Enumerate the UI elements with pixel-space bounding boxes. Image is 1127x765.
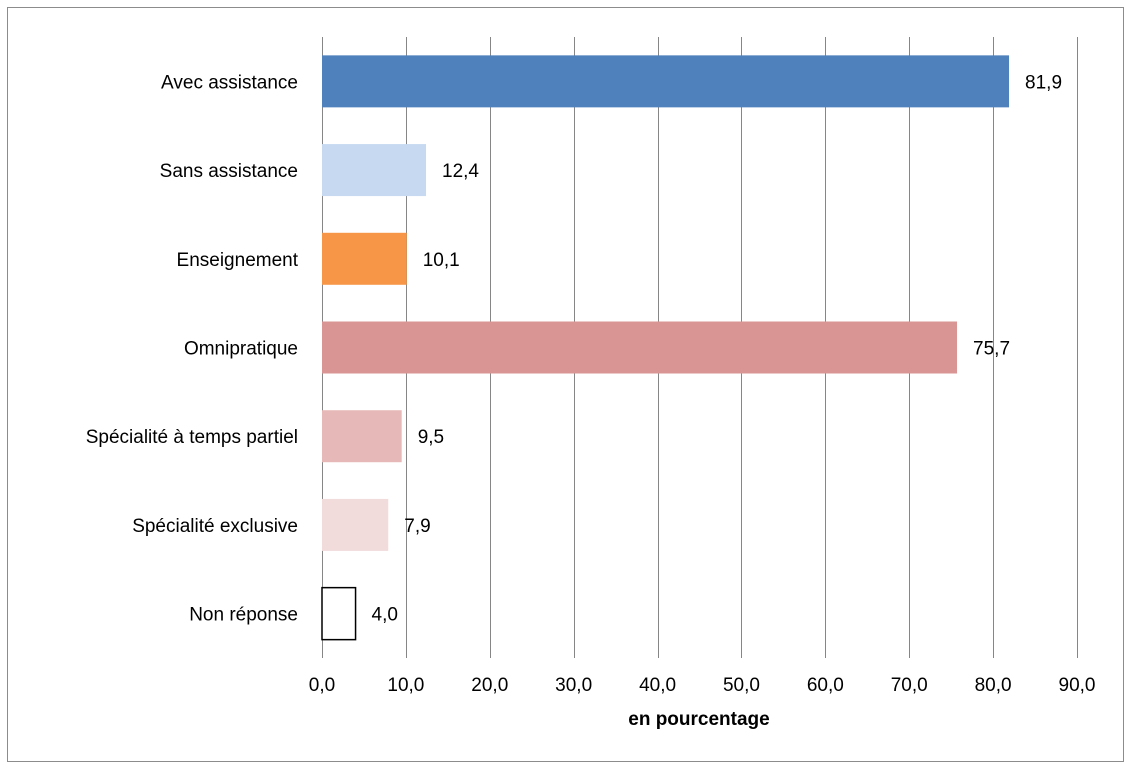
x-tick-label: 0,0 <box>309 675 335 696</box>
bar <box>322 55 1010 108</box>
category-label: Spécialité exclusive <box>132 516 298 537</box>
category-labels: Avec assistance Sans assistance Enseigneme… <box>86 72 299 625</box>
bar <box>322 321 958 374</box>
category-label: Avec assistance <box>161 72 298 93</box>
data-labels: 81,9 12,4 10,1 75,7 9,5 7,9 4,0 <box>372 72 1062 625</box>
data-label: 7,9 <box>404 516 430 537</box>
data-label: 81,9 <box>1025 72 1062 93</box>
chart-frame <box>7 7 1124 762</box>
bar <box>322 232 407 285</box>
data-label: 12,4 <box>442 161 479 182</box>
data-label: 10,1 <box>423 250 460 271</box>
category-label: Omnipratique <box>184 339 298 360</box>
x-tick-label: 10,0 <box>387 675 424 696</box>
bar <box>322 144 427 197</box>
category-label: Enseignement <box>177 250 299 271</box>
x-tick-label: 90,0 <box>1059 675 1096 696</box>
data-label: 4,0 <box>372 605 398 626</box>
x-tick-label: 30,0 <box>555 675 592 696</box>
x-tick-label: 20,0 <box>471 675 508 696</box>
x-tick-label: 50,0 <box>723 675 760 696</box>
x-axis-title: en pourcentage <box>628 709 769 730</box>
x-tick-label: 40,0 <box>639 675 676 696</box>
data-label: 75,7 <box>973 339 1010 360</box>
category-label: Non réponse <box>189 605 298 626</box>
x-tick-labels: 0,0 10,0 20,0 30,0 40,0 50,0 60,0 70,0 80,0 90,0 <box>309 675 1096 696</box>
bars <box>321 55 1010 641</box>
bar <box>321 586 357 641</box>
category-label: Spécialité à temps partiel <box>86 427 298 448</box>
gridlines <box>322 37 1078 658</box>
x-tick-label: 70,0 <box>891 675 928 696</box>
x-tick-label: 80,0 <box>975 675 1012 696</box>
category-label: Sans assistance <box>160 161 298 182</box>
x-tick-label: 60,0 <box>807 675 844 696</box>
data-label: 9,5 <box>418 427 444 448</box>
bar <box>322 410 402 463</box>
bar <box>322 498 389 551</box>
